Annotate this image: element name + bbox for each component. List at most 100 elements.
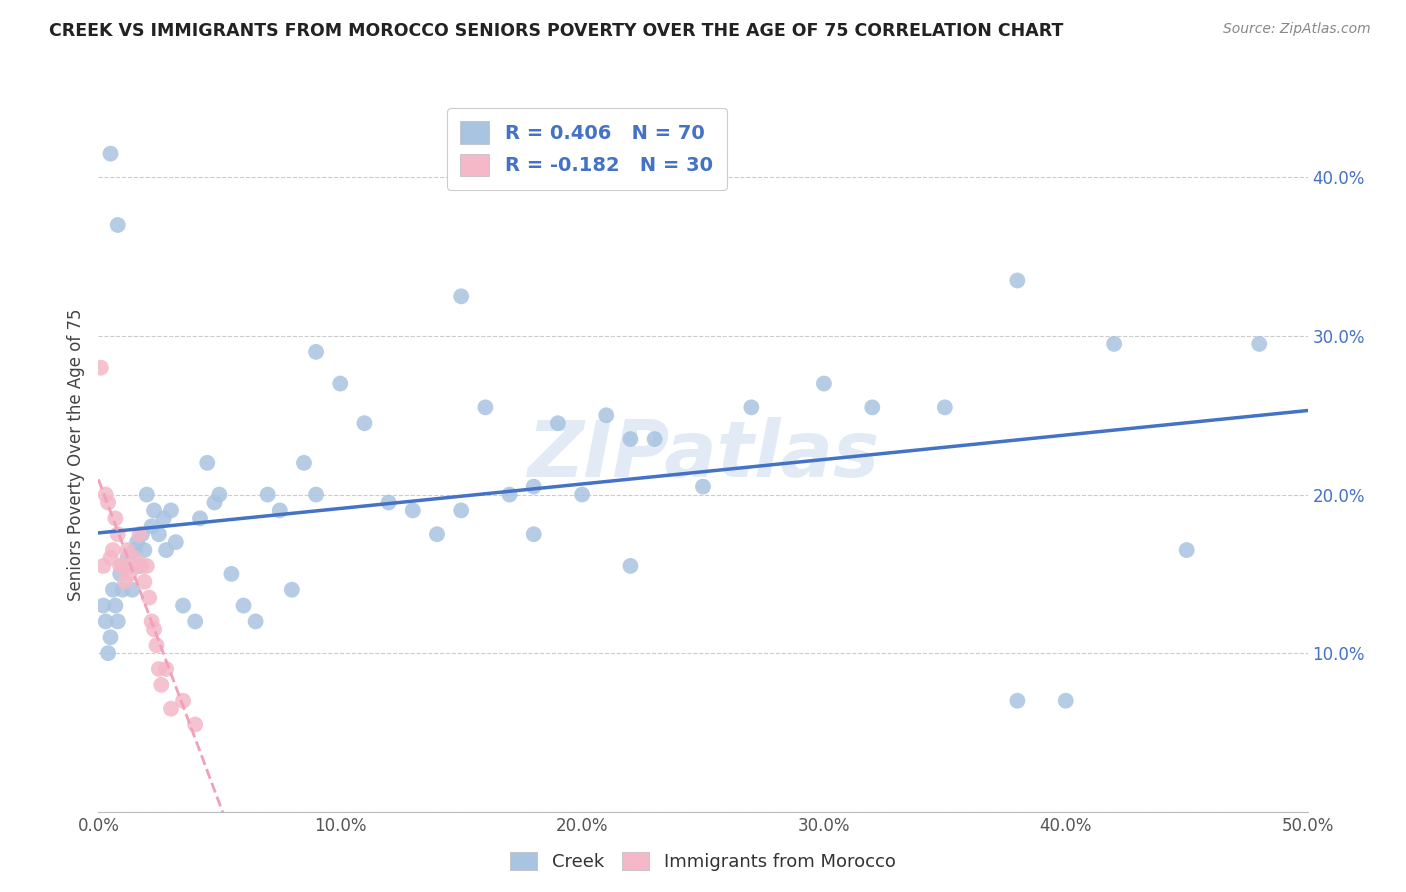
Point — [305, 344, 328, 359]
Point — [1054, 694, 1077, 708]
Point — [107, 615, 129, 629]
Point — [619, 558, 641, 573]
Point — [1007, 694, 1029, 708]
Point — [305, 487, 328, 501]
Point — [150, 678, 173, 692]
Point — [138, 591, 160, 605]
Y-axis label: Seniors Poverty Over the Age of 75: Seniors Poverty Over the Age of 75 — [66, 309, 84, 601]
Point — [595, 409, 617, 423]
Point — [1102, 337, 1125, 351]
Point — [91, 599, 114, 613]
Point — [117, 543, 139, 558]
Point — [172, 599, 194, 613]
Point — [100, 551, 122, 566]
Point — [100, 630, 122, 644]
Point — [127, 558, 149, 573]
Point — [101, 582, 124, 597]
Point — [292, 456, 315, 470]
Legend: Creek, Immigrants from Morocco: Creek, Immigrants from Morocco — [503, 845, 903, 879]
Point — [127, 535, 149, 549]
Legend: R = 0.406   N = 70, R = -0.182   N = 30: R = 0.406 N = 70, R = -0.182 N = 30 — [447, 108, 727, 190]
Point — [121, 582, 143, 597]
Point — [353, 416, 375, 430]
Point — [114, 574, 136, 589]
Point — [813, 376, 835, 391]
Point — [143, 503, 166, 517]
Point — [523, 527, 546, 541]
Text: ZIPatlas: ZIPatlas — [527, 417, 879, 493]
Point — [860, 401, 883, 415]
Point — [94, 615, 117, 629]
Point — [91, 558, 114, 573]
Point — [184, 615, 207, 629]
Text: Source: ZipAtlas.com: Source: ZipAtlas.com — [1223, 22, 1371, 37]
Point — [97, 495, 120, 509]
Point — [128, 527, 150, 541]
Point — [131, 527, 153, 541]
Point — [172, 694, 194, 708]
Point — [135, 558, 157, 573]
Point — [90, 360, 112, 375]
Point — [1007, 273, 1029, 287]
Point — [145, 638, 167, 652]
Point — [124, 543, 146, 558]
Point — [195, 456, 218, 470]
Point — [108, 566, 131, 581]
Point — [281, 582, 304, 597]
Point — [94, 487, 117, 501]
Point — [124, 551, 146, 566]
Point — [1175, 543, 1198, 558]
Point — [118, 566, 141, 581]
Point — [547, 416, 569, 430]
Point — [141, 615, 163, 629]
Point — [148, 527, 170, 541]
Point — [111, 582, 134, 597]
Point — [523, 480, 546, 494]
Point — [934, 401, 956, 415]
Point — [100, 146, 122, 161]
Point — [450, 289, 472, 303]
Point — [329, 376, 352, 391]
Point — [121, 558, 143, 573]
Point — [269, 503, 291, 517]
Point — [160, 701, 183, 715]
Point — [143, 623, 166, 637]
Point — [135, 487, 157, 501]
Point — [131, 558, 153, 573]
Point — [148, 662, 170, 676]
Point — [141, 519, 163, 533]
Point — [571, 487, 593, 501]
Point — [165, 535, 187, 549]
Text: CREEK VS IMMIGRANTS FROM MOROCCO SENIORS POVERTY OVER THE AGE OF 75 CORRELATION : CREEK VS IMMIGRANTS FROM MOROCCO SENIORS… — [49, 22, 1063, 40]
Point — [101, 543, 124, 558]
Point — [155, 543, 177, 558]
Point — [402, 503, 425, 517]
Point — [104, 599, 127, 613]
Point — [377, 495, 399, 509]
Point — [208, 487, 231, 501]
Point — [107, 527, 129, 541]
Point — [1249, 337, 1271, 351]
Point — [474, 401, 496, 415]
Point — [107, 218, 129, 232]
Point — [740, 401, 762, 415]
Point — [134, 574, 156, 589]
Point — [256, 487, 278, 501]
Point — [97, 646, 120, 660]
Point — [104, 511, 127, 525]
Point — [188, 511, 211, 525]
Point — [245, 615, 267, 629]
Point — [108, 558, 131, 573]
Point — [152, 511, 174, 525]
Point — [450, 503, 472, 517]
Point — [111, 558, 134, 573]
Point — [692, 480, 714, 494]
Point — [221, 566, 243, 581]
Point — [204, 495, 226, 509]
Point — [118, 558, 141, 573]
Point — [644, 432, 666, 446]
Point — [134, 543, 156, 558]
Point — [619, 432, 641, 446]
Point — [117, 551, 139, 566]
Point — [232, 599, 254, 613]
